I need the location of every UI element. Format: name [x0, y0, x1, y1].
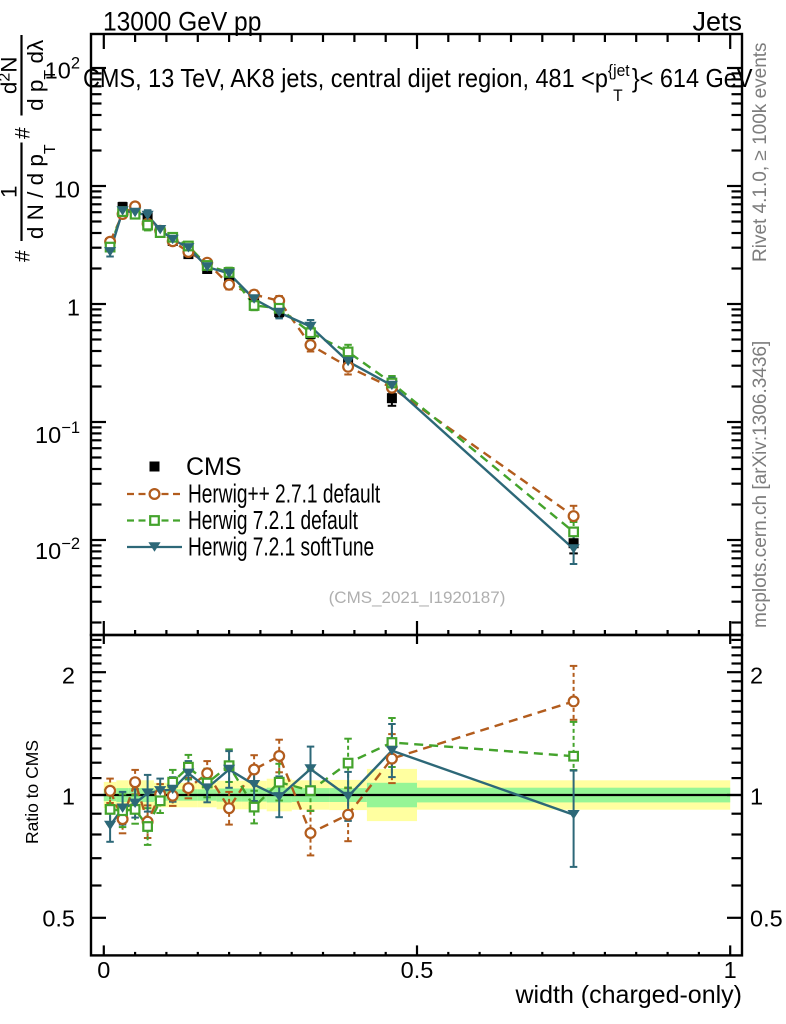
- svg-text:1: 1: [750, 784, 763, 810]
- svg-text:2: 2: [750, 663, 763, 689]
- svg-text:Herwig 7.2.1 default: Herwig 7.2.1 default: [188, 506, 359, 534]
- svg-text:0.5: 0.5: [42, 905, 75, 931]
- svg-text:10−1: 10−1: [35, 419, 80, 448]
- svg-text:CMS, 13 TeV, AK8 jets, central: CMS, 13 TeV, AK8 jets, central dijet reg…: [83, 61, 753, 105]
- svg-text:width (charged-only): width (charged-only): [515, 981, 743, 1009]
- svg-text:Ratio to CMS: Ratio to CMS: [22, 740, 42, 844]
- svg-text:10: 10: [54, 177, 80, 203]
- svg-text:d pT dλ: d pT dλ: [23, 39, 59, 111]
- svg-text:CMS: CMS: [186, 453, 242, 481]
- svg-text:1: 1: [724, 957, 737, 983]
- svg-text:2: 2: [62, 663, 75, 689]
- svg-text:(CMS_2021_I1920187): (CMS_2021_I1920187): [329, 588, 506, 607]
- svg-text:#: #: [12, 250, 35, 262]
- svg-text:10−2: 10−2: [35, 535, 80, 564]
- svg-text:1: 1: [62, 784, 75, 810]
- svg-text:Herwig 7.2.1 softTune: Herwig 7.2.1 softTune: [188, 533, 374, 561]
- svg-text:0.5: 0.5: [401, 957, 434, 983]
- svg-text:#: #: [12, 127, 35, 139]
- svg-text:mcplots.cern.ch [arXiv:1306.34: mcplots.cern.ch [arXiv:1306.3436]: [750, 341, 771, 628]
- svg-text:0: 0: [97, 957, 110, 983]
- svg-text:1: 1: [0, 185, 22, 198]
- svg-text:d2N: d2N: [0, 56, 22, 94]
- svg-text:Jets: Jets: [692, 7, 742, 37]
- svg-text:1: 1: [67, 295, 80, 321]
- svg-text:13000 GeV pp: 13000 GeV pp: [103, 7, 261, 36]
- svg-text:Rivet 4.1.0, ≥ 100k events: Rivet 4.1.0, ≥ 100k events: [750, 42, 771, 262]
- svg-text:Herwig++ 2.7.1 default: Herwig++ 2.7.1 default: [188, 480, 381, 508]
- svg-text:0.5: 0.5: [750, 905, 783, 931]
